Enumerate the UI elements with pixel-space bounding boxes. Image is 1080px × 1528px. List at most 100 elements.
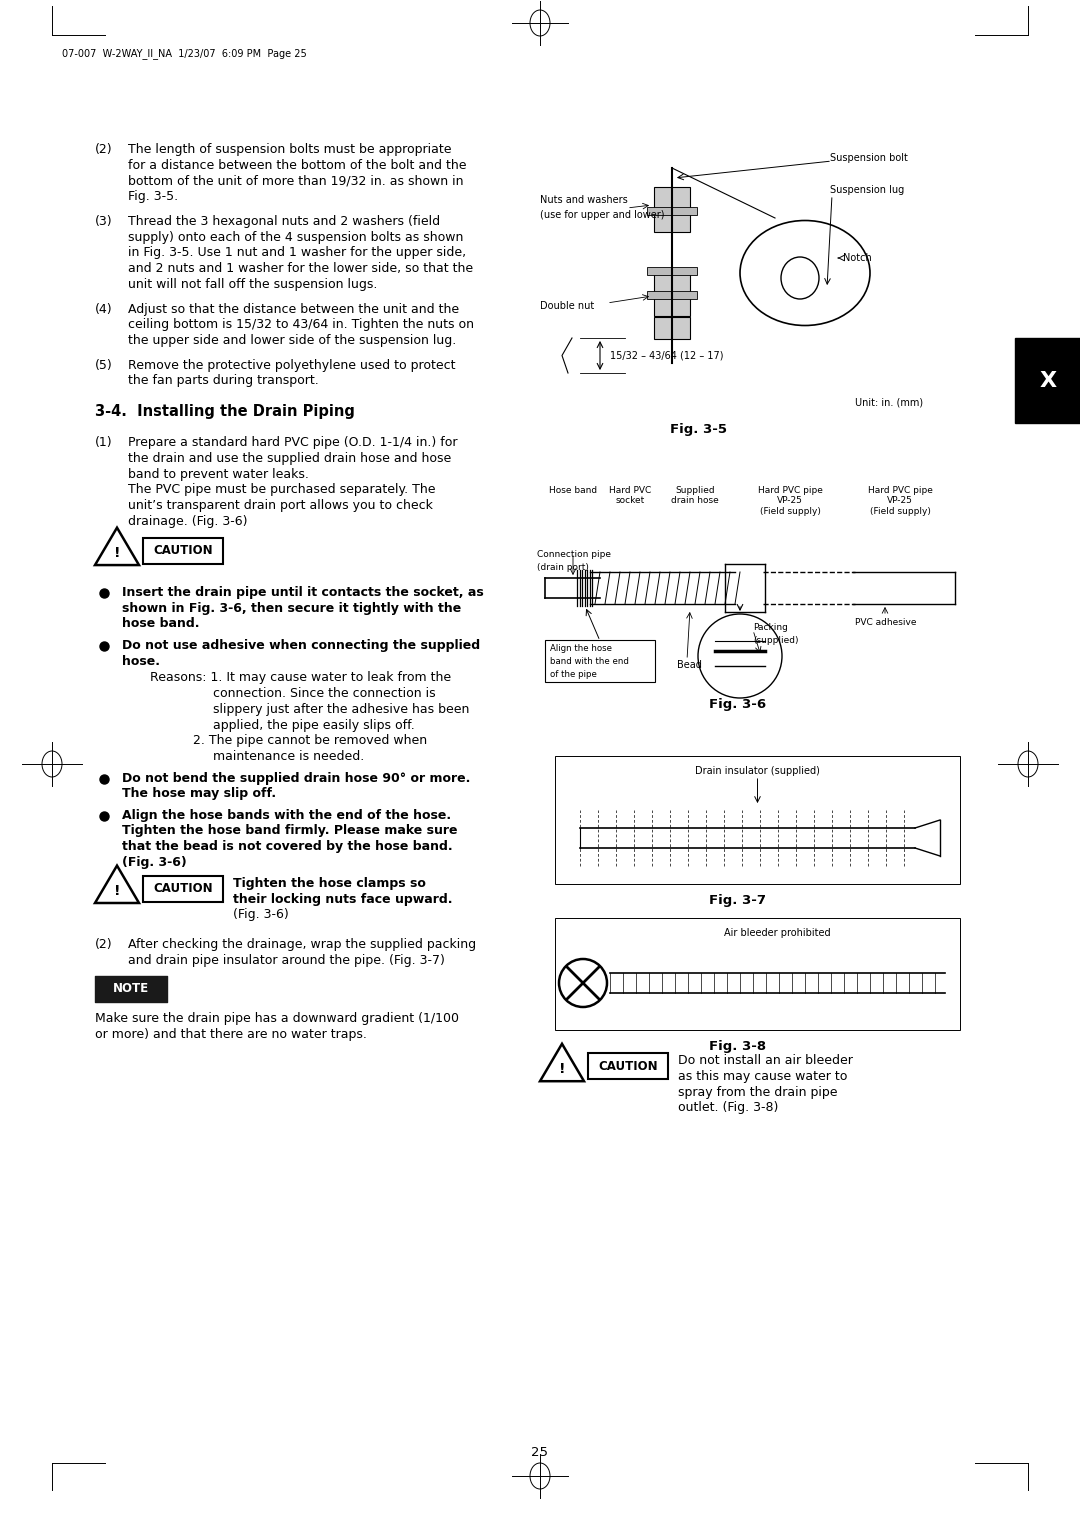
Bar — [555, 918, 960, 1030]
Bar — [95, 976, 167, 1002]
Bar — [555, 756, 960, 885]
Text: Suspension bolt: Suspension bolt — [831, 153, 908, 163]
Text: outlet. (Fig. 3-8): outlet. (Fig. 3-8) — [678, 1102, 779, 1114]
Text: 07-007  W-2WAY_II_NA  1/23/07  6:09 PM  Page 25: 07-007 W-2WAY_II_NA 1/23/07 6:09 PM Page… — [62, 47, 307, 60]
Text: Tighten the hose band firmly. Please make sure: Tighten the hose band firmly. Please mak… — [122, 825, 458, 837]
Bar — [647, 206, 697, 215]
Text: Drain insulator (supplied): Drain insulator (supplied) — [696, 766, 820, 776]
Text: (use for upper and lower): (use for upper and lower) — [540, 209, 664, 220]
Text: Suspension lug: Suspension lug — [831, 185, 904, 196]
Text: hose.: hose. — [122, 654, 160, 668]
Text: maintenance is needed.: maintenance is needed. — [213, 750, 364, 762]
Bar — [654, 186, 690, 209]
Text: for a distance between the bottom of the bolt and the: for a distance between the bottom of the… — [129, 159, 467, 171]
Text: Thread the 3 hexagonal nuts and 2 washers (field: Thread the 3 hexagonal nuts and 2 washer… — [129, 215, 441, 228]
Text: (drain port): (drain port) — [537, 562, 589, 571]
Text: (supplied): (supplied) — [753, 636, 798, 645]
Text: Do not bend the supplied drain hose 90° or more.: Do not bend the supplied drain hose 90° … — [122, 772, 471, 784]
Text: hose band.: hose band. — [122, 617, 200, 631]
Bar — [143, 538, 222, 564]
Bar — [143, 876, 222, 902]
Text: their locking nuts face upward.: their locking nuts face upward. — [233, 892, 453, 906]
Text: Fig. 3-7: Fig. 3-7 — [708, 894, 766, 908]
Bar — [654, 316, 690, 339]
Text: (Fig. 3-6): (Fig. 3-6) — [233, 909, 288, 921]
Text: (5): (5) — [95, 359, 112, 371]
Text: Double nut: Double nut — [540, 301, 594, 312]
Text: Do not install an air bleeder: Do not install an air bleeder — [678, 1054, 853, 1067]
Text: (4): (4) — [95, 303, 112, 316]
Text: Make sure the drain pipe has a downward gradient (1/100: Make sure the drain pipe has a downward … — [95, 1012, 459, 1025]
Text: applied, the pipe easily slips off.: applied, the pipe easily slips off. — [213, 718, 415, 732]
Text: !: ! — [558, 1062, 565, 1076]
Text: of the pipe: of the pipe — [550, 669, 597, 678]
Bar — [647, 290, 697, 299]
Text: band with the end: band with the end — [550, 657, 629, 666]
Text: 15/32 – 43/64 (12 – 17): 15/32 – 43/64 (12 – 17) — [610, 350, 724, 361]
Text: ceiling bottom is 15/32 to 43/64 in. Tighten the nuts on: ceiling bottom is 15/32 to 43/64 in. Tig… — [129, 318, 474, 332]
Text: CAUTION: CAUTION — [153, 544, 213, 558]
Text: Connection pipe: Connection pipe — [537, 550, 611, 559]
Text: and 2 nuts and 1 washer for the lower side, so that the: and 2 nuts and 1 washer for the lower si… — [129, 263, 473, 275]
Text: (2): (2) — [95, 144, 112, 156]
Text: Fig. 3-6: Fig. 3-6 — [708, 698, 766, 711]
Text: !: ! — [113, 883, 120, 898]
Text: Bead: Bead — [677, 660, 702, 669]
Text: Hose band: Hose band — [549, 486, 597, 495]
Text: band to prevent water leaks.: band to prevent water leaks. — [129, 468, 309, 481]
Text: Hard PVC
socket: Hard PVC socket — [609, 486, 651, 506]
Text: as this may cause water to: as this may cause water to — [678, 1070, 848, 1083]
Text: (3): (3) — [95, 215, 112, 228]
Text: and drain pipe insulator around the pipe. (Fig. 3-7): and drain pipe insulator around the pipe… — [129, 953, 445, 967]
Text: unit will not fall off the suspension lugs.: unit will not fall off the suspension lu… — [129, 278, 377, 292]
Text: (Fig. 3-6): (Fig. 3-6) — [122, 856, 187, 869]
Text: Unit: in. (mm): Unit: in. (mm) — [855, 397, 923, 406]
Text: X: X — [1039, 371, 1056, 391]
Text: (1): (1) — [95, 435, 112, 449]
Text: !: ! — [113, 545, 120, 559]
Text: shown in Fig. 3-6, then secure it tightly with the: shown in Fig. 3-6, then secure it tightl… — [122, 602, 461, 614]
Text: Adjust so that the distance between the unit and the: Adjust so that the distance between the … — [129, 303, 459, 316]
Bar — [654, 293, 690, 316]
Bar — [588, 1053, 669, 1079]
Text: Fig. 3-5.: Fig. 3-5. — [129, 191, 178, 203]
Text: Notch: Notch — [843, 254, 872, 263]
Text: 3-4.  Installing the Drain Piping: 3-4. Installing the Drain Piping — [95, 403, 355, 419]
Text: PVC adhesive: PVC adhesive — [855, 617, 917, 626]
Text: connection. Since the connection is: connection. Since the connection is — [213, 688, 435, 700]
Text: bottom of the unit of more than 19/32 in. as shown in: bottom of the unit of more than 19/32 in… — [129, 174, 463, 188]
Text: in Fig. 3-5. Use 1 nut and 1 washer for the upper side,: in Fig. 3-5. Use 1 nut and 1 washer for … — [129, 246, 467, 260]
Text: drainage. (Fig. 3-6): drainage. (Fig. 3-6) — [129, 515, 247, 529]
Text: After checking the drainage, wrap the supplied packing: After checking the drainage, wrap the su… — [129, 938, 476, 950]
Text: Align the hose: Align the hose — [550, 643, 612, 652]
Text: (2): (2) — [95, 938, 112, 950]
Text: Align the hose bands with the end of the hose.: Align the hose bands with the end of the… — [122, 808, 451, 822]
Text: that the bead is not covered by the hose band.: that the bead is not covered by the hose… — [122, 840, 453, 853]
Text: Hard PVC pipe
VP-25
(Field supply): Hard PVC pipe VP-25 (Field supply) — [867, 486, 932, 516]
Text: Air bleeder prohibited: Air bleeder prohibited — [725, 927, 832, 938]
Text: Tighten the hose clamps so: Tighten the hose clamps so — [233, 877, 426, 889]
Text: slippery just after the adhesive has been: slippery just after the adhesive has bee… — [213, 703, 470, 715]
Bar — [1015, 338, 1080, 423]
Text: 2. The pipe cannot be removed when: 2. The pipe cannot be removed when — [193, 735, 427, 747]
Text: The PVC pipe must be purchased separately. The: The PVC pipe must be purchased separatel… — [129, 483, 435, 497]
Text: Nuts and washers: Nuts and washers — [540, 196, 627, 205]
Text: the upper side and lower side of the suspension lug.: the upper side and lower side of the sus… — [129, 335, 456, 347]
Text: or more) and that there are no water traps.: or more) and that there are no water tra… — [95, 1027, 367, 1041]
Bar — [545, 640, 654, 681]
Text: the fan parts during transport.: the fan parts during transport. — [129, 374, 319, 388]
Text: CAUTION: CAUTION — [598, 1059, 658, 1073]
Text: The hose may slip off.: The hose may slip off. — [122, 787, 276, 801]
Text: unit’s transparent drain port allows you to check: unit’s transparent drain port allows you… — [129, 500, 433, 512]
Bar — [647, 267, 697, 275]
Text: supply) onto each of the 4 suspension bolts as shown: supply) onto each of the 4 suspension bo… — [129, 231, 463, 243]
Text: NOTE: NOTE — [113, 983, 149, 995]
Text: Do not use adhesive when connecting the supplied: Do not use adhesive when connecting the … — [122, 639, 481, 652]
Text: Remove the protective polyethylene used to protect: Remove the protective polyethylene used … — [129, 359, 456, 371]
Text: Reasons: 1. It may cause water to leak from the: Reasons: 1. It may cause water to leak f… — [150, 671, 451, 685]
Text: the drain and use the supplied drain hose and hose: the drain and use the supplied drain hos… — [129, 452, 451, 465]
Text: 25: 25 — [531, 1445, 549, 1459]
Text: Prepare a standard hard PVC pipe (O.D. 1-1/4 in.) for: Prepare a standard hard PVC pipe (O.D. 1… — [129, 435, 458, 449]
Text: Hard PVC pipe
VP-25
(Field supply): Hard PVC pipe VP-25 (Field supply) — [757, 486, 823, 516]
Bar — [654, 272, 690, 293]
